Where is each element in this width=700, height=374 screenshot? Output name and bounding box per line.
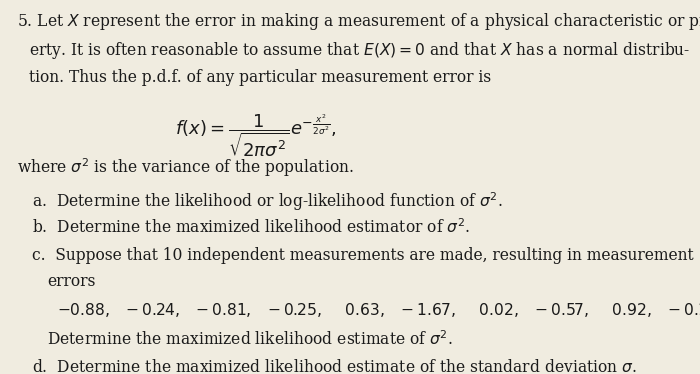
Text: $f(x) = \dfrac{1}{\sqrt{2\pi\sigma^2}}e^{-\frac{x^2}{2\sigma^2}},$: $f(x) = \dfrac{1}{\sqrt{2\pi\sigma^2}}e^… xyxy=(175,113,336,160)
Text: tion. Thus the p.d.f. of any particular measurement error is: tion. Thus the p.d.f. of any particular … xyxy=(29,69,491,86)
Text: b.  Determine the maximized likelihood estimator of $\sigma^2$.: b. Determine the maximized likelihood es… xyxy=(32,219,470,237)
Text: where $\sigma^2$ is the variance of the population.: where $\sigma^2$ is the variance of the … xyxy=(17,156,354,179)
Text: c.  Suppose that 10 independent measurements are made, resulting in measurement: c. Suppose that 10 independent measureme… xyxy=(32,247,694,264)
Text: errors: errors xyxy=(47,273,95,289)
Text: Determine the maximized likelihood estimate of $\sigma^2$.: Determine the maximized likelihood estim… xyxy=(47,330,453,349)
Text: d.  Determine the maximized likelihood estimate of the standard deviation $\sigm: d. Determine the maximized likelihood es… xyxy=(32,359,637,374)
Text: $-0.88,\ \ -0.24,\ \ -0.81,\ \ -0.25,\ \ \ \ 0.63,\ \ -1.67,\ \ \ \ 0.02,\ \ -0.: $-0.88,\ \ -0.24,\ \ -0.81,\ \ -0.25,\ \… xyxy=(57,301,700,319)
Text: erty. It is often reasonable to assume that $E(X) = 0$ and that $X$ has a normal: erty. It is often reasonable to assume t… xyxy=(29,40,691,61)
Text: 5. Let $X$ represent the error in making a measurement of a physical characteris: 5. Let $X$ represent the error in making… xyxy=(17,12,700,33)
Text: a.  Determine the likelihood or log-likelihood function of $\sigma^2$.: a. Determine the likelihood or log-likel… xyxy=(32,190,503,213)
